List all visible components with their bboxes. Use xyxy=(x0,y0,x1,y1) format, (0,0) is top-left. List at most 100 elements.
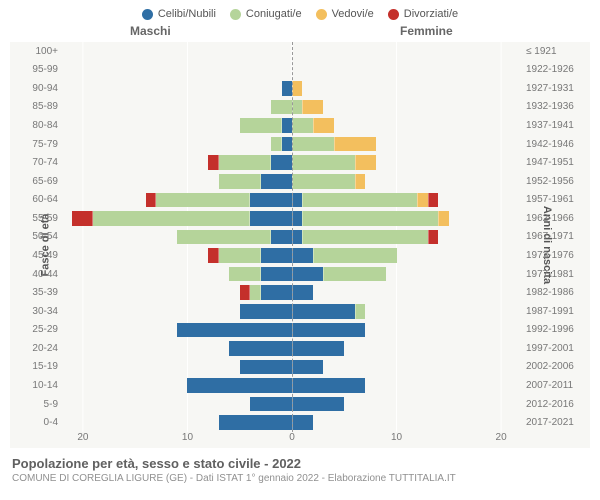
bar-segment xyxy=(219,415,292,429)
bar-segment xyxy=(292,378,365,392)
bar-segment xyxy=(323,267,386,281)
header-female: Femmine xyxy=(400,24,453,38)
age-label: 40-44 xyxy=(12,269,58,280)
legend-item: Coniugati/e xyxy=(230,8,302,20)
male-bar xyxy=(62,137,292,151)
bar-segment xyxy=(313,248,397,262)
male-bar xyxy=(62,304,292,318)
bar-segment xyxy=(292,155,355,169)
bar-segment xyxy=(355,304,365,318)
x-tick: 10 xyxy=(391,432,402,443)
bar-segment xyxy=(229,267,260,281)
female-bar xyxy=(292,341,522,355)
birth-year-label: 1992-1996 xyxy=(526,324,588,335)
bar-segment xyxy=(250,211,292,225)
age-label: 20-24 xyxy=(12,343,58,354)
birth-year-label: 1922-1926 xyxy=(526,64,588,75)
bar-segment xyxy=(302,193,417,207)
bar-segment xyxy=(292,415,313,429)
birth-year-label: 2002-2006 xyxy=(526,361,588,372)
chart-title: Popolazione per età, sesso e stato civil… xyxy=(12,456,588,471)
x-tick: 20 xyxy=(496,432,507,443)
age-label: 5-9 xyxy=(12,399,58,410)
bar-segment xyxy=(240,118,282,132)
bar-segment xyxy=(72,211,93,225)
female-bar xyxy=(292,360,522,374)
female-bar xyxy=(292,211,522,225)
male-bar xyxy=(62,341,292,355)
male-bar xyxy=(62,248,292,262)
male-bar xyxy=(62,100,292,114)
bar-segment xyxy=(417,193,427,207)
legend-swatch xyxy=(388,9,399,20)
bar-segment xyxy=(219,174,261,188)
birth-year-label: 1947-1951 xyxy=(526,157,588,168)
bar-segment xyxy=(292,304,355,318)
female-bar xyxy=(292,118,522,132)
female-bar xyxy=(292,323,522,337)
bar-segment xyxy=(282,137,292,151)
age-label: 35-39 xyxy=(12,287,58,298)
bar-segment xyxy=(292,81,302,95)
bar-segment xyxy=(302,230,427,244)
female-bar xyxy=(292,378,522,392)
bar-segment xyxy=(292,211,302,225)
bar-segment xyxy=(292,285,313,299)
birth-year-label: 1942-1946 xyxy=(526,139,588,150)
male-bar xyxy=(62,63,292,77)
birth-year-label: 1997-2001 xyxy=(526,343,588,354)
age-label: 100+ xyxy=(12,46,58,57)
female-bar xyxy=(292,230,522,244)
bar-segment xyxy=(428,230,438,244)
gender-headers: Maschi Femmine xyxy=(0,24,600,42)
bar-segment xyxy=(219,155,271,169)
bar-segment xyxy=(292,193,302,207)
age-label: 75-79 xyxy=(12,139,58,150)
legend-swatch xyxy=(316,9,327,20)
bar-segment xyxy=(240,285,250,299)
bar-segment xyxy=(229,341,292,355)
x-tick: 0 xyxy=(289,432,295,443)
legend-item: Vedovi/e xyxy=(316,8,374,20)
bar-segment xyxy=(292,100,302,114)
male-bar xyxy=(62,378,292,392)
female-bar xyxy=(292,397,522,411)
age-label: 90-94 xyxy=(12,83,58,94)
female-bar xyxy=(292,285,522,299)
x-axis: 201001020 xyxy=(62,432,522,448)
bar-segment xyxy=(208,155,218,169)
bar-segment xyxy=(292,360,323,374)
bar-segment xyxy=(261,267,292,281)
bar-segment xyxy=(261,248,292,262)
x-tick: 20 xyxy=(77,432,88,443)
age-label: 45-49 xyxy=(12,250,58,261)
age-label: 0-4 xyxy=(12,417,58,428)
bar-segment xyxy=(302,211,438,225)
age-label: 80-84 xyxy=(12,120,58,131)
bar-segment xyxy=(355,155,376,169)
birth-year-label: 1927-1931 xyxy=(526,83,588,94)
age-label: 30-34 xyxy=(12,306,58,317)
legend-item: Celibi/Nubili xyxy=(142,8,216,20)
bar-segment xyxy=(313,118,334,132)
male-bar xyxy=(62,211,292,225)
bar-segment xyxy=(240,304,292,318)
female-bar xyxy=(292,193,522,207)
age-label: 60-64 xyxy=(12,194,58,205)
birth-year-label: 1972-1976 xyxy=(526,250,588,261)
bar-segment xyxy=(208,248,218,262)
male-bar xyxy=(62,267,292,281)
female-bar xyxy=(292,248,522,262)
legend-label: Vedovi/e xyxy=(332,8,374,20)
bar-segment xyxy=(261,285,292,299)
bar-segment xyxy=(292,323,365,337)
male-bar xyxy=(62,230,292,244)
male-bar xyxy=(62,174,292,188)
birth-year-label: ≤ 1921 xyxy=(526,46,588,57)
bar-segment xyxy=(250,397,292,411)
bar-segment xyxy=(292,341,344,355)
female-bar xyxy=(292,415,522,429)
birth-year-label: 1962-1966 xyxy=(526,213,588,224)
male-bar xyxy=(62,323,292,337)
birth-year-label: 2007-2011 xyxy=(526,380,588,391)
